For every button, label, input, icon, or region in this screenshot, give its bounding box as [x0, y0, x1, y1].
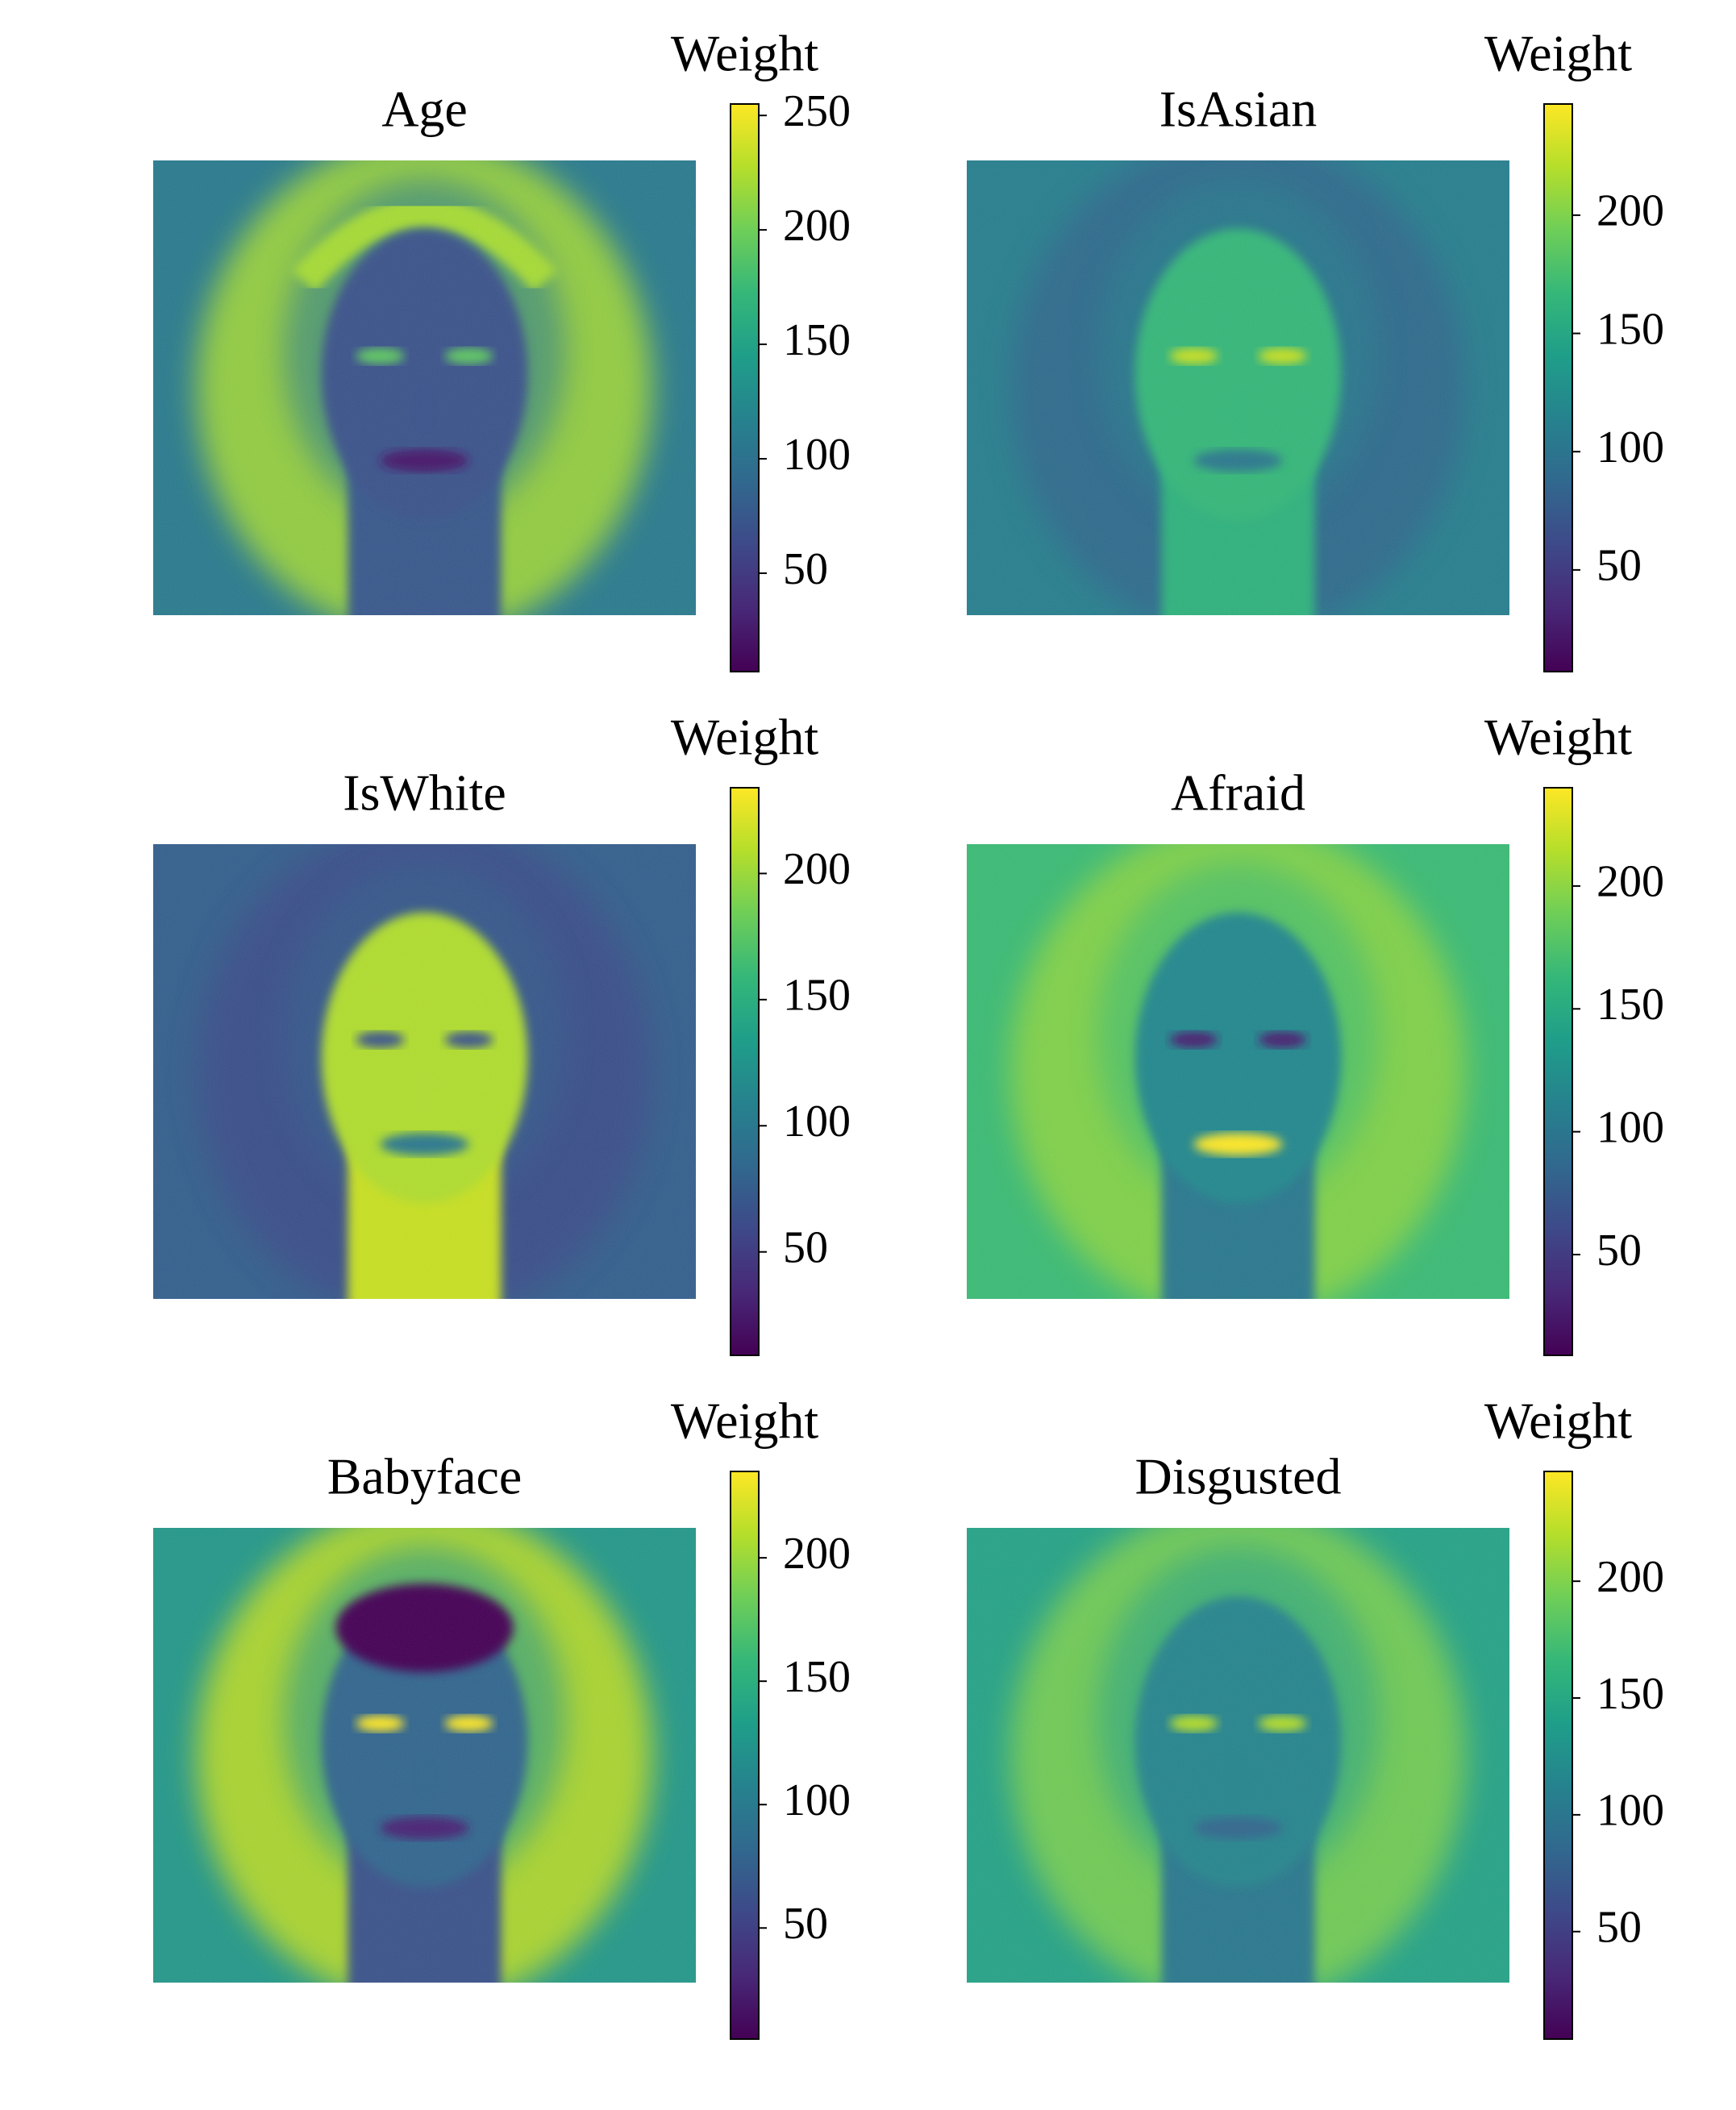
tick-label: 150: [1597, 980, 1664, 1030]
noise: [153, 844, 696, 1299]
colorbar: [730, 1471, 760, 2040]
panel: Babyface Weight 50 100 150 200: [153, 1392, 851, 2040]
tick-label: 100: [1597, 1103, 1664, 1153]
tick-label: 50: [783, 1223, 828, 1273]
panel: IsWhite Weight 50 100 150 200: [153, 709, 851, 1356]
tick-label: 50: [1597, 1226, 1642, 1276]
panel: Disgusted Weight 50 100 150 200: [967, 1392, 1664, 2040]
colorbar: [1543, 103, 1573, 672]
heatmap-image: [967, 160, 1509, 615]
noise: [967, 844, 1509, 1299]
colorbar: [730, 787, 760, 1356]
panel: Afraid Weight 50 100 150 200: [967, 709, 1664, 1356]
tick-label: 150: [783, 1652, 851, 1702]
panel: IsAsian Weight 50 100 150 200: [967, 25, 1664, 672]
panel-title: Babyface: [327, 1448, 522, 1505]
colorbar: [1543, 1471, 1573, 2040]
tick-label: 200: [1597, 1552, 1664, 1602]
heatmap-image: [153, 844, 696, 1299]
colorbar-label: Weight: [1484, 709, 1632, 766]
tick-label: 200: [1597, 857, 1664, 907]
tick-label: 100: [783, 1775, 851, 1825]
tick-label: 150: [783, 971, 851, 1021]
colorbar-label: Weight: [671, 1392, 818, 1450]
noise: [967, 160, 1509, 615]
colorbar-label: Weight: [671, 25, 818, 82]
tick-label: 100: [783, 1097, 851, 1147]
tick-label: 150: [783, 315, 851, 365]
tick-label: 100: [1597, 422, 1664, 472]
tick-label: 200: [783, 1529, 851, 1579]
tick-label: 50: [783, 1899, 828, 1949]
tick-label: 250: [783, 86, 851, 136]
tick-label: 100: [1597, 1786, 1664, 1836]
colorbar-label: Weight: [1484, 1392, 1632, 1450]
panel-title: Disgusted: [1135, 1448, 1342, 1505]
panel-title: Afraid: [1171, 764, 1305, 822]
tick-label: 200: [783, 844, 851, 894]
noise: [153, 1528, 696, 1983]
colorbar-label: Weight: [1484, 25, 1632, 82]
tick-label: 200: [783, 201, 851, 251]
colorbar: [1543, 787, 1573, 1356]
heatmap-image: [967, 1528, 1509, 1983]
noise: [967, 1528, 1509, 1983]
tick-label: 50: [783, 544, 828, 594]
colorbar: [730, 103, 760, 672]
panel-title: IsWhite: [343, 764, 506, 822]
tick-label: 100: [783, 430, 851, 480]
tick-label: 150: [1597, 304, 1664, 354]
tick-label: 50: [1597, 1903, 1642, 1953]
heatmap-image: [153, 160, 696, 615]
heatmap-image: [153, 1528, 696, 1983]
noise: [153, 160, 696, 615]
panel-title: IsAsian: [1159, 81, 1318, 138]
tick-label: 50: [1597, 541, 1642, 591]
tick-label: 200: [1597, 186, 1664, 236]
tick-label: 150: [1597, 1669, 1664, 1719]
panel-title: Age: [381, 81, 468, 138]
colorbar-label: Weight: [671, 709, 818, 766]
panel: Age Weight 50 100 150 200 250: [153, 25, 851, 672]
heatmap-image: [967, 844, 1509, 1299]
